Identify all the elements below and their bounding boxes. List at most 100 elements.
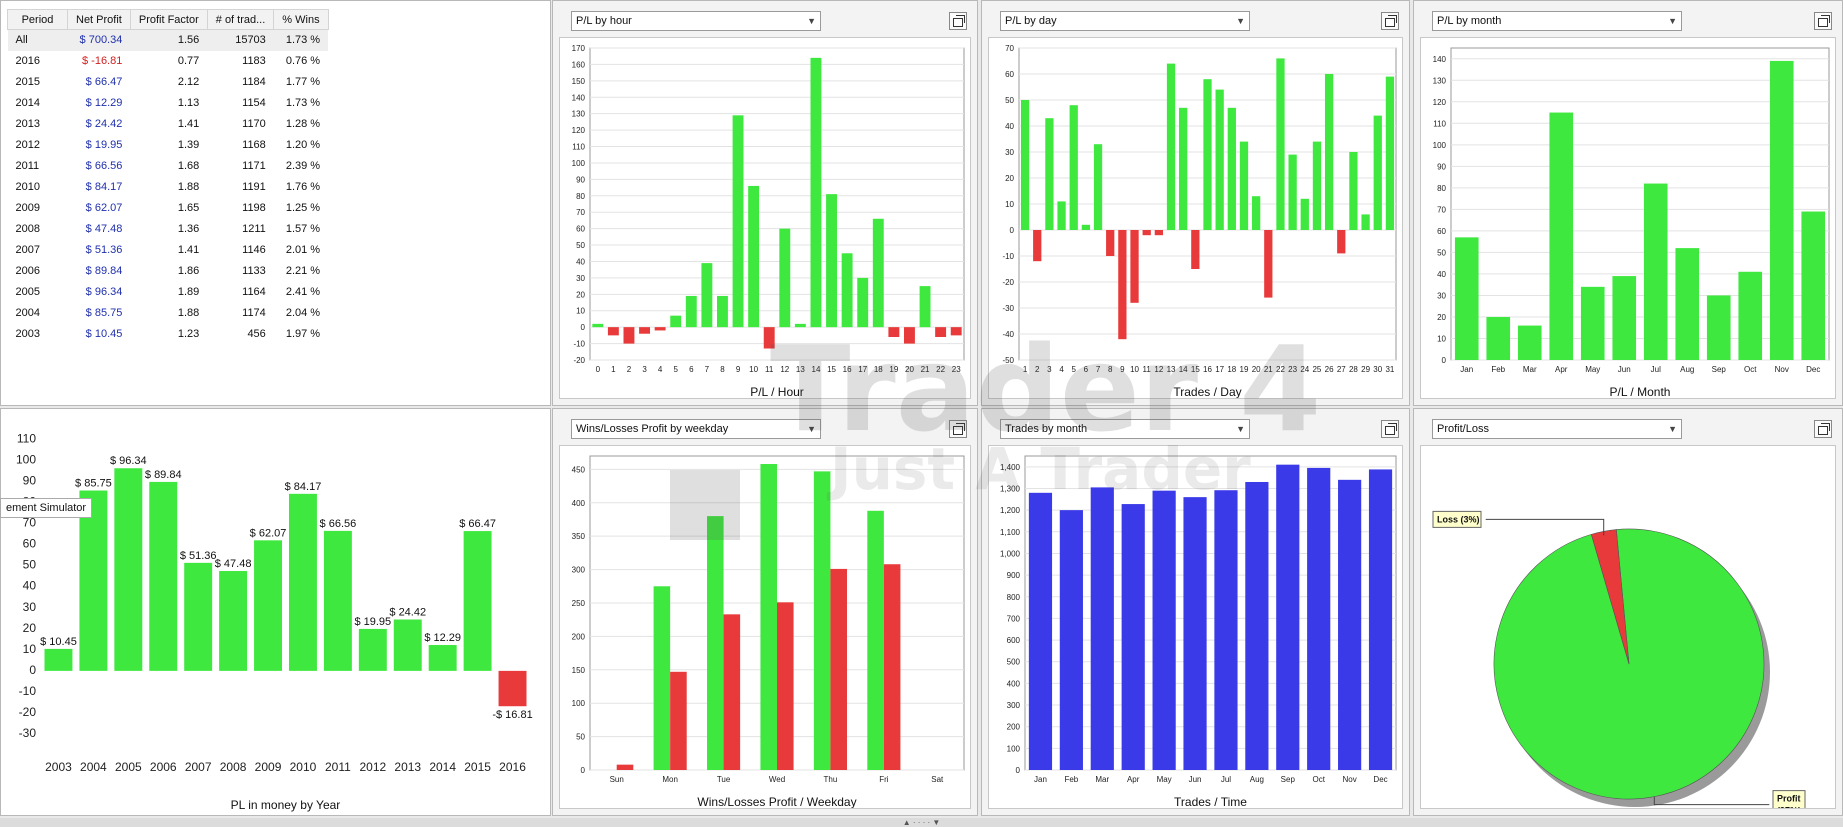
x-axis-label: Trades / Time	[1174, 795, 1247, 808]
y-tick-label: 400	[572, 499, 586, 508]
maximize-icon[interactable]	[1814, 420, 1832, 438]
table-header-row: Period Net Profit Profit Factor # of trad..…	[7, 9, 329, 30]
cell-wins: 1.25 %	[285, 202, 321, 214]
table-row[interactable]: 2011 $ 66.56 1.68 1171 2.39 %	[8, 156, 329, 177]
maximize-icon[interactable]	[1381, 12, 1399, 30]
chart-selector-dropdown[interactable]: P/L by hour ▼	[571, 11, 821, 31]
cell-period: 2005	[15, 286, 40, 298]
cell-net: $ 89.84	[85, 265, 123, 277]
x-tick-label: Mar	[1523, 365, 1537, 374]
x-tick-label: 9	[736, 365, 741, 374]
maximize-icon[interactable]	[1381, 420, 1399, 438]
maximize-icon[interactable]	[949, 420, 967, 438]
y-tick-label: 100	[1007, 744, 1021, 753]
chart-selector-dropdown[interactable]: Wins/Losses Profit by weekday ▼	[571, 419, 821, 439]
column-header[interactable]: Net Profit	[67, 9, 131, 30]
bar	[872, 218, 884, 328]
x-tick-label: 2016	[499, 760, 526, 774]
cell-period: 2003	[15, 328, 40, 340]
x-tick-label: 15	[827, 365, 836, 374]
cell-trades: 1168	[242, 139, 266, 151]
table-row[interactable]: 2006 $ 89.84 1.86 1133 2.21 %	[8, 261, 329, 282]
cell-period: 2014	[15, 97, 40, 109]
y-tick-label: 90	[1437, 162, 1446, 171]
bar	[1338, 479, 1362, 770]
x-tick-label: 13	[796, 365, 805, 374]
bar	[1517, 325, 1542, 360]
table-row[interactable]: 2004 $ 85.75 1.88 1174 2.04 %	[8, 303, 329, 324]
bar	[813, 471, 831, 770]
y-tick-label: 0	[1010, 226, 1015, 235]
y-tick-label: 0	[581, 323, 586, 332]
cell-trades: 1170	[242, 118, 266, 130]
table-row[interactable]: 2014 $ 12.29 1.13 1154 1.73 %	[8, 93, 329, 114]
bar	[607, 327, 619, 336]
cell-period: 2010	[15, 181, 40, 193]
table-row[interactable]: 2012 $ 19.95 1.39 1168 1.20 %	[8, 135, 329, 156]
chart-selector-dropdown[interactable]: P/L by month ▼	[1432, 11, 1682, 31]
column-header[interactable]: % Wins	[273, 9, 329, 30]
chevron-down-icon: ▼	[1236, 424, 1245, 434]
x-tick-label: 18	[1227, 365, 1236, 374]
cell-pf: 1.36	[177, 223, 200, 235]
cell-trades: 1174	[242, 307, 266, 319]
x-tick-label: Tue	[717, 775, 731, 784]
x-tick-label: 9	[1120, 365, 1125, 374]
maximize-icon[interactable]	[949, 12, 967, 30]
bar	[616, 764, 634, 770]
maximize-icon[interactable]	[1814, 12, 1832, 30]
table-row[interactable]: 2013 $ 24.42 1.41 1170 1.28 %	[8, 114, 329, 135]
table-row[interactable]: 2009 $ 62.07 1.65 1198 1.25 %	[8, 198, 329, 219]
chart-selector-dropdown[interactable]: Profit/Loss ▼	[1432, 419, 1682, 439]
x-tick-label: 12	[1154, 365, 1163, 374]
bar	[1166, 63, 1176, 230]
x-tick-label: 5	[1071, 365, 1076, 374]
table-row[interactable]: 2005 $ 96.34 1.89 1164 2.41 %	[8, 282, 329, 303]
cell-wins: 2.41 %	[285, 286, 321, 298]
bar	[732, 115, 744, 328]
table-row[interactable]: 2015 $ 66.47 2.12 1184 1.77 %	[8, 72, 329, 93]
splitter-handle[interactable]: ▲ · · · · ▼	[0, 818, 1843, 827]
x-tick-label: 15	[1191, 365, 1200, 374]
bar	[1020, 100, 1030, 230]
y-tick-label: 1,300	[1000, 484, 1021, 493]
x-tick-label: 2009	[255, 760, 282, 774]
bar	[867, 510, 884, 770]
table-row[interactable]: 2007 $ 51.36 1.41 1146 2.01 %	[8, 240, 329, 261]
y-tick-label: -10	[19, 684, 37, 698]
label-leader	[1653, 796, 1770, 806]
bar	[44, 648, 73, 671]
cell-period: 2007	[15, 244, 40, 256]
bar	[748, 185, 760, 328]
chart-selector-dropdown[interactable]: P/L by day ▼	[1000, 11, 1250, 31]
y-tick-label: 0	[1016, 766, 1021, 775]
y-tick-label: 600	[1007, 636, 1021, 645]
data-label: $ 12.29	[424, 632, 461, 644]
bar	[717, 295, 728, 328]
cell-trades: 1171	[242, 160, 266, 172]
column-header[interactable]: Period	[7, 9, 68, 30]
chart-selector-dropdown[interactable]: Trades by month ▼	[1000, 419, 1250, 439]
y-tick-label: 450	[572, 465, 586, 474]
x-axis-label: Trades / Day	[1173, 385, 1241, 398]
column-header[interactable]: # of trad...	[206, 9, 275, 30]
table-row[interactable]: 2010 $ 84.17 1.88 1191 1.76 %	[8, 177, 329, 198]
cell-pf: 1.41	[177, 118, 200, 130]
table-row[interactable]: 2016 $ -16.81 0.77 1183 0.76 %	[8, 51, 329, 72]
y-tick-label: 40	[1437, 270, 1446, 279]
dropdown-label: Wins/Losses Profit by weekday	[576, 423, 729, 435]
x-tick-label: 19	[889, 365, 898, 374]
bar	[288, 493, 317, 671]
x-tick-label: Apr	[1127, 775, 1140, 784]
table-row[interactable]: 2003 $ 10.45 1.23 456 1.97 %	[8, 324, 329, 345]
dropdown-label: Trades by month	[1005, 423, 1088, 435]
table-row[interactable]: 2008 $ 47.48 1.36 1211 1.57 %	[8, 219, 329, 240]
y-tick-label: 10	[23, 642, 37, 656]
x-tick-label: 4	[658, 365, 663, 374]
column-header[interactable]: Profit Factor	[129, 9, 208, 30]
x-tick-label: 0	[596, 365, 601, 374]
trades-by-month-chart: 0 100 200 300 400 500 600 700 800 900 1,000 1,100 1,…	[1000, 455, 1397, 808]
cell-wins: 2.01 %	[285, 244, 321, 256]
x-tick-label: 10	[1130, 365, 1139, 374]
table-row[interactable]: All $ 700.34 1.56 15703 1.73 %	[7, 29, 329, 51]
